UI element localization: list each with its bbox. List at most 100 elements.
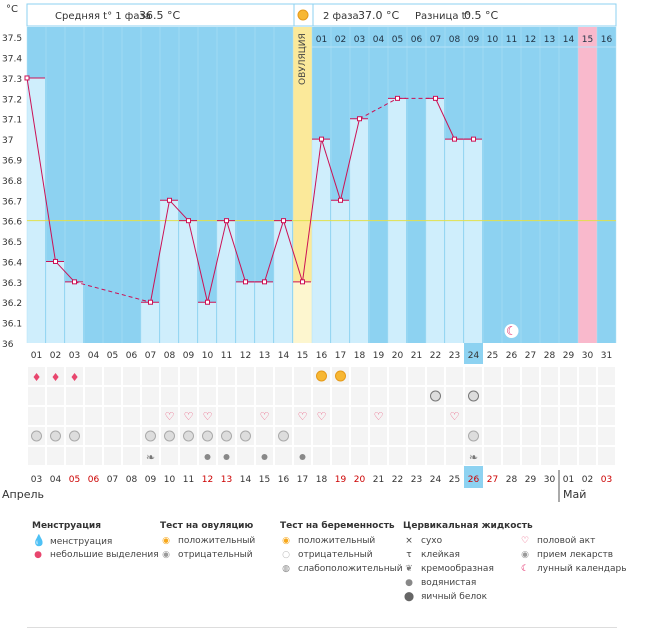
symbol-cell[interactable] [103,406,122,426]
symbol-cell[interactable] [293,426,312,446]
symbol-cell[interactable] [350,446,369,466]
symbol-cell[interactable] [502,406,521,426]
symbol-cell[interactable] [483,446,502,466]
symbol-cell[interactable] [217,386,236,406]
temp-point[interactable] [224,218,229,224]
symbol-cell[interactable] [236,386,255,406]
symbol-cell[interactable] [46,366,65,386]
symbol-cell[interactable] [407,386,426,406]
temp-point[interactable] [53,258,58,264]
symbol-cell[interactable] [103,366,122,386]
symbol-cell[interactable] [198,366,217,386]
symbol-cell[interactable] [103,386,122,406]
symbol-cell[interactable] [236,406,255,426]
symbol-cell[interactable] [369,406,388,426]
temp-point[interactable] [433,95,438,101]
symbol-cell[interactable] [141,406,160,426]
symbol-cell[interactable] [255,386,274,406]
symbol-cell[interactable] [46,446,65,466]
symbol-cell[interactable] [274,386,293,406]
temp-point[interactable] [205,299,210,305]
symbol-cell[interactable] [483,366,502,386]
symbol-cell[interactable] [350,406,369,426]
symbol-cell[interactable] [578,406,597,426]
temp-point[interactable] [471,136,476,142]
symbol-cell[interactable] [274,366,293,386]
symbol-cell[interactable] [198,406,217,426]
symbol-cell[interactable] [179,446,198,466]
symbol-cell[interactable] [350,426,369,446]
symbol-cell[interactable] [407,446,426,466]
symbol-cell[interactable] [502,446,521,466]
symbol-cell[interactable] [331,426,350,446]
symbol-cell[interactable] [426,406,445,426]
symbol-cell[interactable] [331,446,350,466]
symbol-cell[interactable] [274,406,293,426]
symbol-cell[interactable] [464,366,483,386]
temp-point[interactable] [300,279,305,285]
symbol-cell[interactable] [103,446,122,466]
symbol-cell[interactable] [84,426,103,446]
symbol-cell[interactable] [160,366,179,386]
temp-point[interactable] [186,218,191,224]
symbol-cell[interactable] [445,386,464,406]
symbol-cell[interactable] [369,446,388,466]
symbol-cell[interactable] [160,406,179,426]
symbol-cell[interactable] [255,406,274,426]
symbol-cell[interactable] [464,446,483,466]
symbol-cell[interactable] [521,446,540,466]
symbol-cell[interactable] [293,386,312,406]
symbol-cell[interactable] [521,426,540,446]
symbol-cell[interactable] [65,386,84,406]
symbol-cell[interactable] [540,426,559,446]
symbol-cell[interactable] [122,386,141,406]
temp-point[interactable] [338,197,343,203]
symbol-cell[interactable] [502,366,521,386]
symbol-cell[interactable] [255,426,274,446]
symbol-cell[interactable] [445,426,464,446]
symbol-cell[interactable] [27,406,46,426]
symbol-cell[interactable] [312,426,331,446]
symbol-cell[interactable] [426,366,445,386]
symbol-cell[interactable] [445,406,464,426]
symbol-cell[interactable] [65,406,84,426]
symbol-cell[interactable] [559,366,578,386]
symbol-cell[interactable] [521,406,540,426]
symbol-cell[interactable] [141,386,160,406]
symbol-cell[interactable] [388,426,407,446]
symbol-cell[interactable] [540,386,559,406]
temp-point[interactable] [395,95,400,101]
symbol-cell[interactable] [388,406,407,426]
symbol-cell[interactable] [255,366,274,386]
symbol-cell[interactable] [597,426,616,446]
symbol-cell[interactable] [597,406,616,426]
symbol-cell[interactable] [331,406,350,426]
symbol-cell[interactable] [217,406,236,426]
symbol-cell[interactable] [122,426,141,446]
symbol-cell[interactable] [540,446,559,466]
symbol-cell[interactable] [559,386,578,406]
symbol-cell[interactable] [521,386,540,406]
symbol-cell[interactable] [217,366,236,386]
symbol-cell[interactable] [27,366,46,386]
symbol-cell[interactable] [122,446,141,466]
symbol-cell[interactable] [502,426,521,446]
symbol-cell[interactable] [350,386,369,406]
symbol-cell[interactable] [445,366,464,386]
symbol-cell[interactable] [274,446,293,466]
symbol-cell[interactable] [160,386,179,406]
symbol-cell[interactable] [502,386,521,406]
temp-point[interactable] [148,299,153,305]
symbol-cell[interactable] [597,386,616,406]
symbol-cell[interactable] [559,426,578,446]
symbol-cell[interactable] [65,366,84,386]
symbol-cell[interactable] [84,366,103,386]
symbol-cell[interactable] [426,426,445,446]
symbol-cell[interactable] [312,406,331,426]
symbol-cell[interactable] [312,386,331,406]
symbol-cell[interactable] [483,406,502,426]
symbol-cell[interactable] [293,406,312,426]
temp-point[interactable] [262,279,267,285]
symbol-cell[interactable] [407,406,426,426]
symbol-cell[interactable] [179,366,198,386]
